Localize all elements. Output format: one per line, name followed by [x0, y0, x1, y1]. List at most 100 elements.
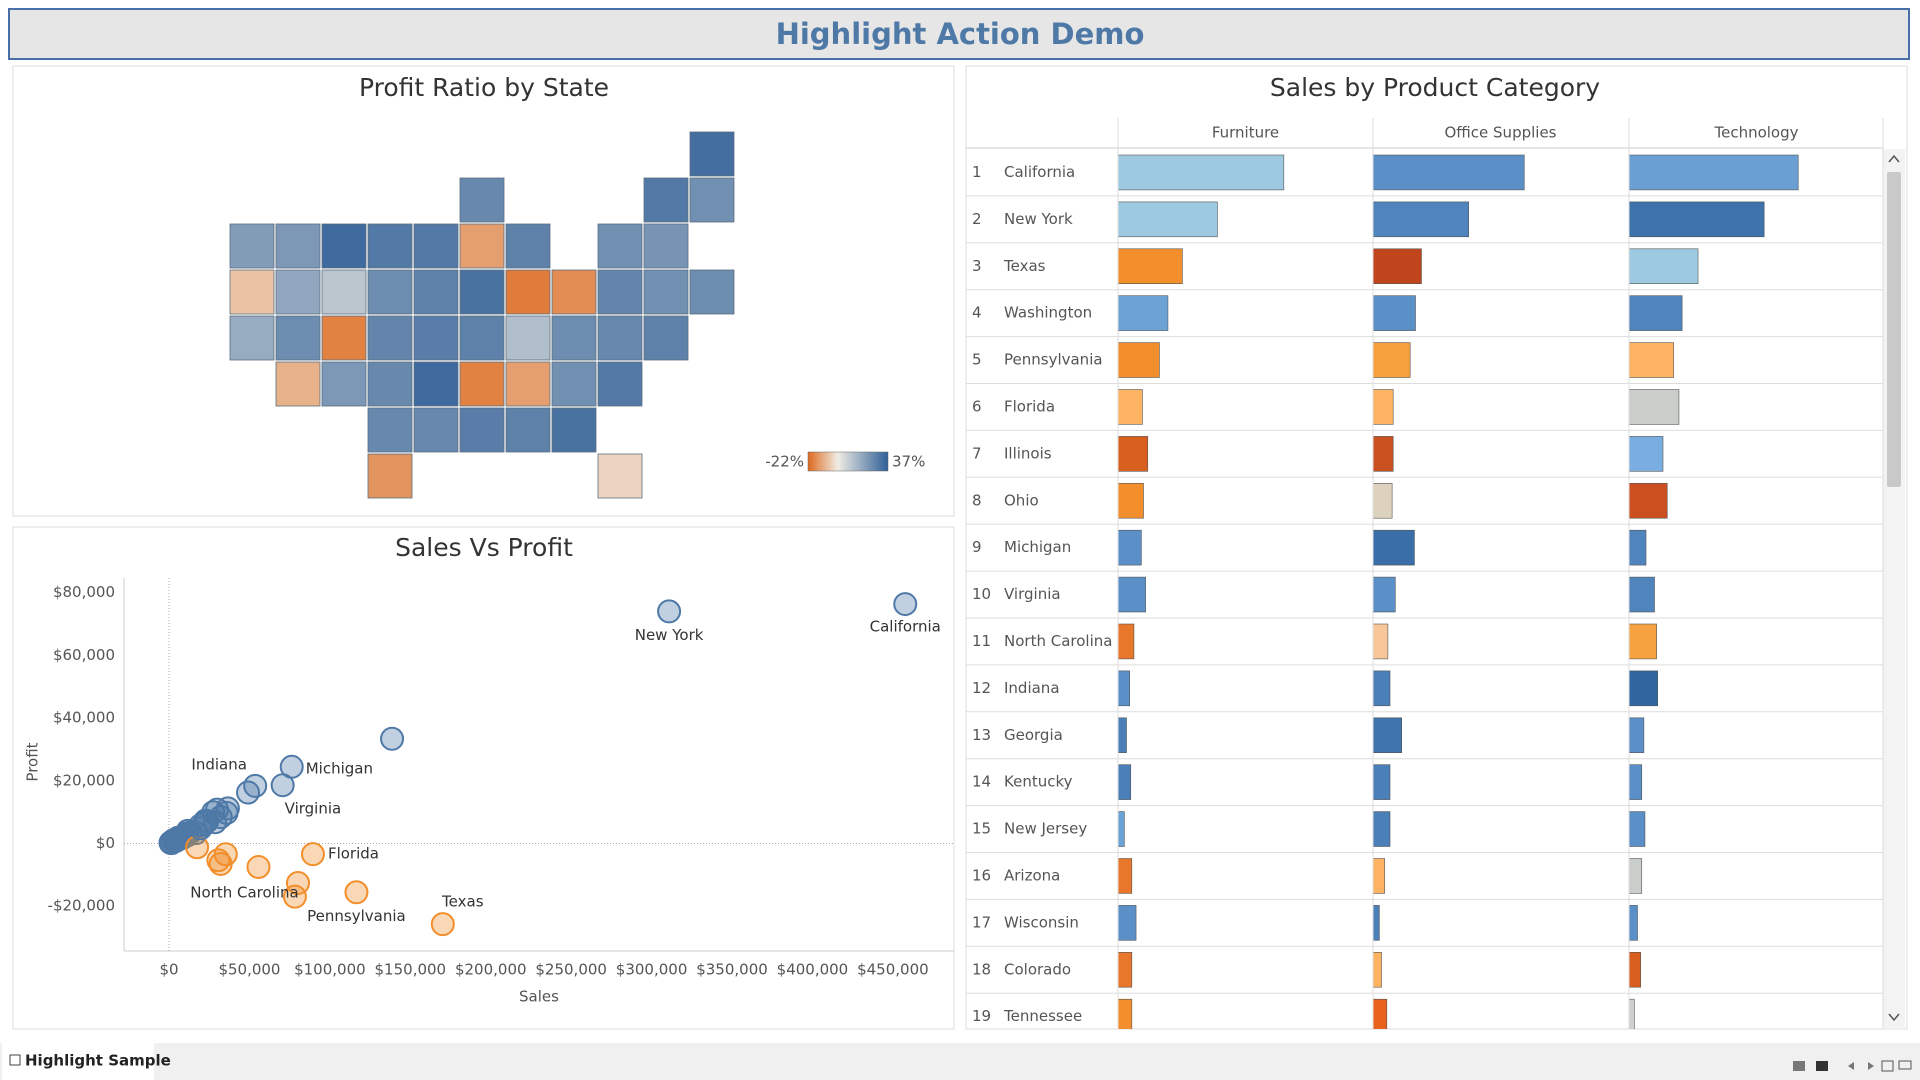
- y-tick-label: $40,000: [53, 709, 115, 727]
- bar: [1117, 154, 1285, 191]
- bar: [1117, 529, 1142, 566]
- bar: [1372, 248, 1422, 285]
- state-name: Tennessee: [1003, 1007, 1082, 1025]
- state: [367, 315, 413, 361]
- state-name: Texas: [1003, 257, 1046, 275]
- state: [367, 407, 413, 453]
- state: [597, 315, 643, 361]
- bar: [1628, 623, 1657, 660]
- tab-bar: [0, 1043, 1920, 1080]
- state: [597, 453, 643, 499]
- bar: [1117, 389, 1143, 425]
- bar: [1372, 951, 1382, 988]
- state-name: Pennsylvania: [1004, 351, 1103, 369]
- rank: 6: [972, 397, 982, 415]
- state-name: Arizona: [1004, 866, 1060, 884]
- point: [893, 592, 918, 617]
- bar: [1117, 670, 1130, 707]
- state: [551, 315, 597, 361]
- bar: [1372, 905, 1380, 941]
- y-tick-label: $20,000: [53, 771, 115, 789]
- map-title: Profit Ratio by State: [359, 73, 609, 102]
- state: [551, 407, 597, 453]
- state: [413, 407, 459, 453]
- state-name: New York: [1004, 210, 1073, 228]
- scatter-title: Sales Vs Profit: [395, 533, 573, 562]
- state: [551, 269, 597, 315]
- point: [380, 726, 405, 751]
- rank: 1: [972, 163, 982, 181]
- state: [643, 315, 689, 361]
- scrollbar-thumb[interactable]: [1887, 172, 1901, 487]
- point: [344, 880, 369, 905]
- y-axis-label: Profit: [24, 742, 42, 781]
- sheet-tab-label[interactable]: Highlight Sample: [25, 1052, 171, 1070]
- x-tick-label: $150,000: [375, 961, 447, 979]
- bar: [1628, 529, 1647, 566]
- x-tick-label: $250,000: [535, 961, 607, 979]
- bar: [1628, 998, 1635, 1029]
- bar: [1117, 811, 1125, 847]
- state-name: Georgia: [1004, 726, 1063, 744]
- bar: [1628, 342, 1674, 378]
- point-label: North Carolina: [190, 883, 298, 901]
- scroll-up[interactable]: [1888, 154, 1900, 163]
- state-name: Colorado: [1004, 960, 1071, 978]
- rank: 17: [972, 913, 991, 931]
- rows: 1 California 2 New York 3 Texas 4 Washington 5 Pe…: [966, 154, 1883, 1029]
- state: [689, 269, 735, 315]
- x-axis-label: Sales: [519, 988, 559, 1006]
- bar: [1117, 248, 1183, 285]
- bar: [1628, 389, 1680, 425]
- state: [275, 223, 321, 269]
- bar: [1628, 154, 1799, 191]
- column-header: Furniture: [1212, 124, 1279, 142]
- point-label: Florida: [328, 845, 379, 863]
- bar: [1628, 201, 1765, 238]
- state-name: North Carolina: [1004, 632, 1112, 650]
- state: [643, 177, 689, 223]
- bar: [1628, 295, 1683, 331]
- bar: [1372, 764, 1391, 800]
- x-tick-label: $450,000: [857, 961, 929, 979]
- point: [285, 871, 310, 896]
- bar: [1628, 811, 1646, 847]
- sheet-tab[interactable]: [2, 1043, 154, 1080]
- bar: [1117, 295, 1169, 331]
- point-label: Michigan: [306, 759, 373, 777]
- bar: [1117, 342, 1160, 378]
- state-name: Ohio: [1004, 491, 1039, 509]
- point-label: Pennsylvania: [307, 907, 406, 925]
- bar: [1628, 905, 1638, 941]
- state: [597, 223, 643, 269]
- state: [459, 223, 505, 269]
- point-label: Indiana: [191, 755, 247, 773]
- y-tick-label: $60,000: [53, 646, 115, 664]
- tab-icon: [9, 1054, 21, 1066]
- x-tick-label: $350,000: [696, 961, 768, 979]
- point: [243, 773, 268, 798]
- state: [229, 315, 275, 361]
- state: [689, 131, 735, 177]
- point: [430, 912, 455, 937]
- state-name: Washington: [1004, 304, 1092, 322]
- state: [275, 361, 321, 407]
- state: [459, 315, 505, 361]
- bar: [1372, 670, 1391, 707]
- toolbar-icons[interactable]: [1793, 1060, 1912, 1072]
- rank: 15: [972, 820, 991, 838]
- scroll-down[interactable]: [1888, 1013, 1900, 1022]
- state-name: Illinois: [1004, 444, 1052, 462]
- state: [505, 269, 551, 315]
- point: [300, 842, 325, 867]
- state: [643, 223, 689, 269]
- point: [279, 754, 304, 779]
- bar: [1372, 201, 1469, 238]
- bar: [1628, 482, 1668, 519]
- state: [459, 407, 505, 453]
- point: [236, 780, 261, 805]
- bar: [1117, 764, 1132, 800]
- column-header: Technology: [1713, 124, 1798, 142]
- state: [321, 269, 367, 315]
